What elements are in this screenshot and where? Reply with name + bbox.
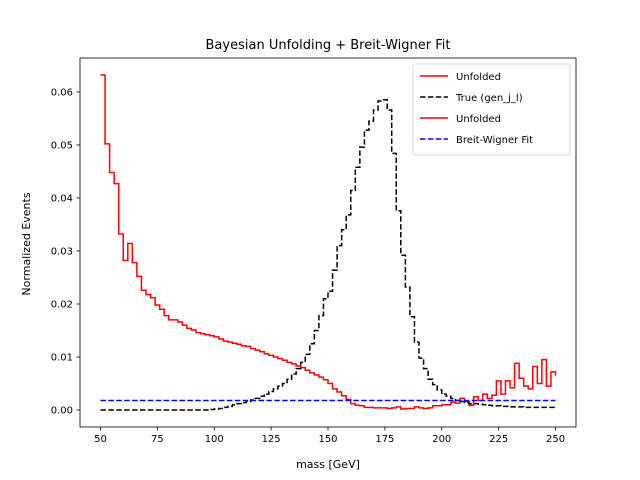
x-tick-label-5: 175 bbox=[375, 434, 394, 445]
x-tick-label-0: 50 bbox=[94, 434, 107, 445]
legend-label-4: Breit-Wigner Fit bbox=[456, 135, 533, 146]
x-axis: 50 75 100 125 150 175 200 225 250 bbox=[94, 427, 565, 445]
x-tick-label-8: 250 bbox=[546, 434, 565, 445]
x-tick-label-3: 125 bbox=[262, 434, 281, 445]
y-tick-label-6: 0.06 bbox=[51, 87, 73, 98]
legend-box bbox=[412, 63, 571, 156]
x-tick-label-7: 225 bbox=[489, 434, 508, 445]
legend-label-3: Unfolded bbox=[456, 114, 501, 125]
y-tick-label-3: 0.03 bbox=[51, 246, 73, 257]
y-axis: 0.00 0.01 0.02 0.03 0.04 0.05 0.06 bbox=[51, 87, 80, 417]
x-tick-label-1: 75 bbox=[151, 434, 164, 445]
legend-label-2: True (gen_j_l) bbox=[455, 93, 523, 104]
y-tick-label-2: 0.02 bbox=[51, 300, 73, 311]
series-line-2 bbox=[100, 99, 556, 411]
legend-label-1: Unfolded bbox=[456, 72, 501, 83]
x-tick-label-4: 150 bbox=[318, 434, 337, 445]
chart-title: Bayesian Unfolding + Breit-Wigner Fit bbox=[206, 38, 451, 53]
x-tick-label-6: 200 bbox=[432, 434, 451, 445]
y-axis-label: Normalized Events bbox=[20, 192, 33, 295]
y-tick-label-4: 0.04 bbox=[51, 193, 73, 204]
legend: Unfolded True (gen_j_l) Unfolded Breit-Wign… bbox=[412, 63, 571, 156]
x-tick-label-2: 100 bbox=[205, 434, 224, 445]
y-tick-label-1: 0.01 bbox=[51, 353, 73, 364]
series-line-1 bbox=[100, 74, 557, 410]
x-axis-label: mass [GeV] bbox=[296, 458, 360, 471]
y-tick-label-0: 0.00 bbox=[51, 406, 73, 417]
y-tick-label-5: 0.05 bbox=[51, 140, 73, 151]
